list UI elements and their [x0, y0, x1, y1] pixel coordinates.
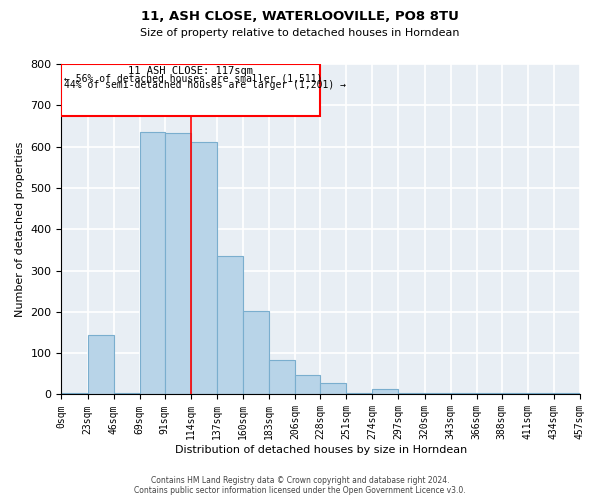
- Bar: [88, 334, 113, 394]
- Text: Size of property relative to detached houses in Horndean: Size of property relative to detached ho…: [140, 28, 460, 38]
- Bar: [528, 393, 554, 394]
- X-axis label: Distribution of detached houses by size in Horndean: Distribution of detached houses by size …: [175, 445, 467, 455]
- Bar: [451, 393, 477, 394]
- Bar: [502, 393, 528, 394]
- Bar: [554, 393, 580, 394]
- Bar: [425, 393, 451, 394]
- Text: 44% of semi-detached houses are larger (1,201) →: 44% of semi-detached houses are larger (…: [64, 80, 346, 90]
- Bar: [61, 393, 88, 394]
- Bar: [217, 256, 243, 394]
- Bar: [140, 132, 164, 394]
- Bar: [61, 64, 320, 116]
- Bar: [398, 393, 425, 394]
- Bar: [243, 312, 269, 394]
- Bar: [113, 393, 140, 394]
- Text: 11, ASH CLOSE, WATERLOOVILLE, PO8 8TU: 11, ASH CLOSE, WATERLOOVILLE, PO8 8TU: [141, 10, 459, 23]
- Bar: [373, 389, 398, 394]
- Bar: [295, 376, 320, 394]
- Y-axis label: Number of detached properties: Number of detached properties: [15, 142, 25, 317]
- Text: 11 ASH CLOSE: 117sqm: 11 ASH CLOSE: 117sqm: [128, 66, 253, 76]
- Bar: [269, 360, 295, 394]
- Bar: [320, 384, 346, 394]
- Text: ← 56% of detached houses are smaller (1,511): ← 56% of detached houses are smaller (1,…: [64, 73, 322, 83]
- Bar: [477, 393, 502, 394]
- Text: Contains HM Land Registry data © Crown copyright and database right 2024.
Contai: Contains HM Land Registry data © Crown c…: [134, 476, 466, 495]
- Bar: [346, 393, 373, 394]
- Bar: [164, 134, 191, 394]
- Bar: [191, 142, 217, 395]
